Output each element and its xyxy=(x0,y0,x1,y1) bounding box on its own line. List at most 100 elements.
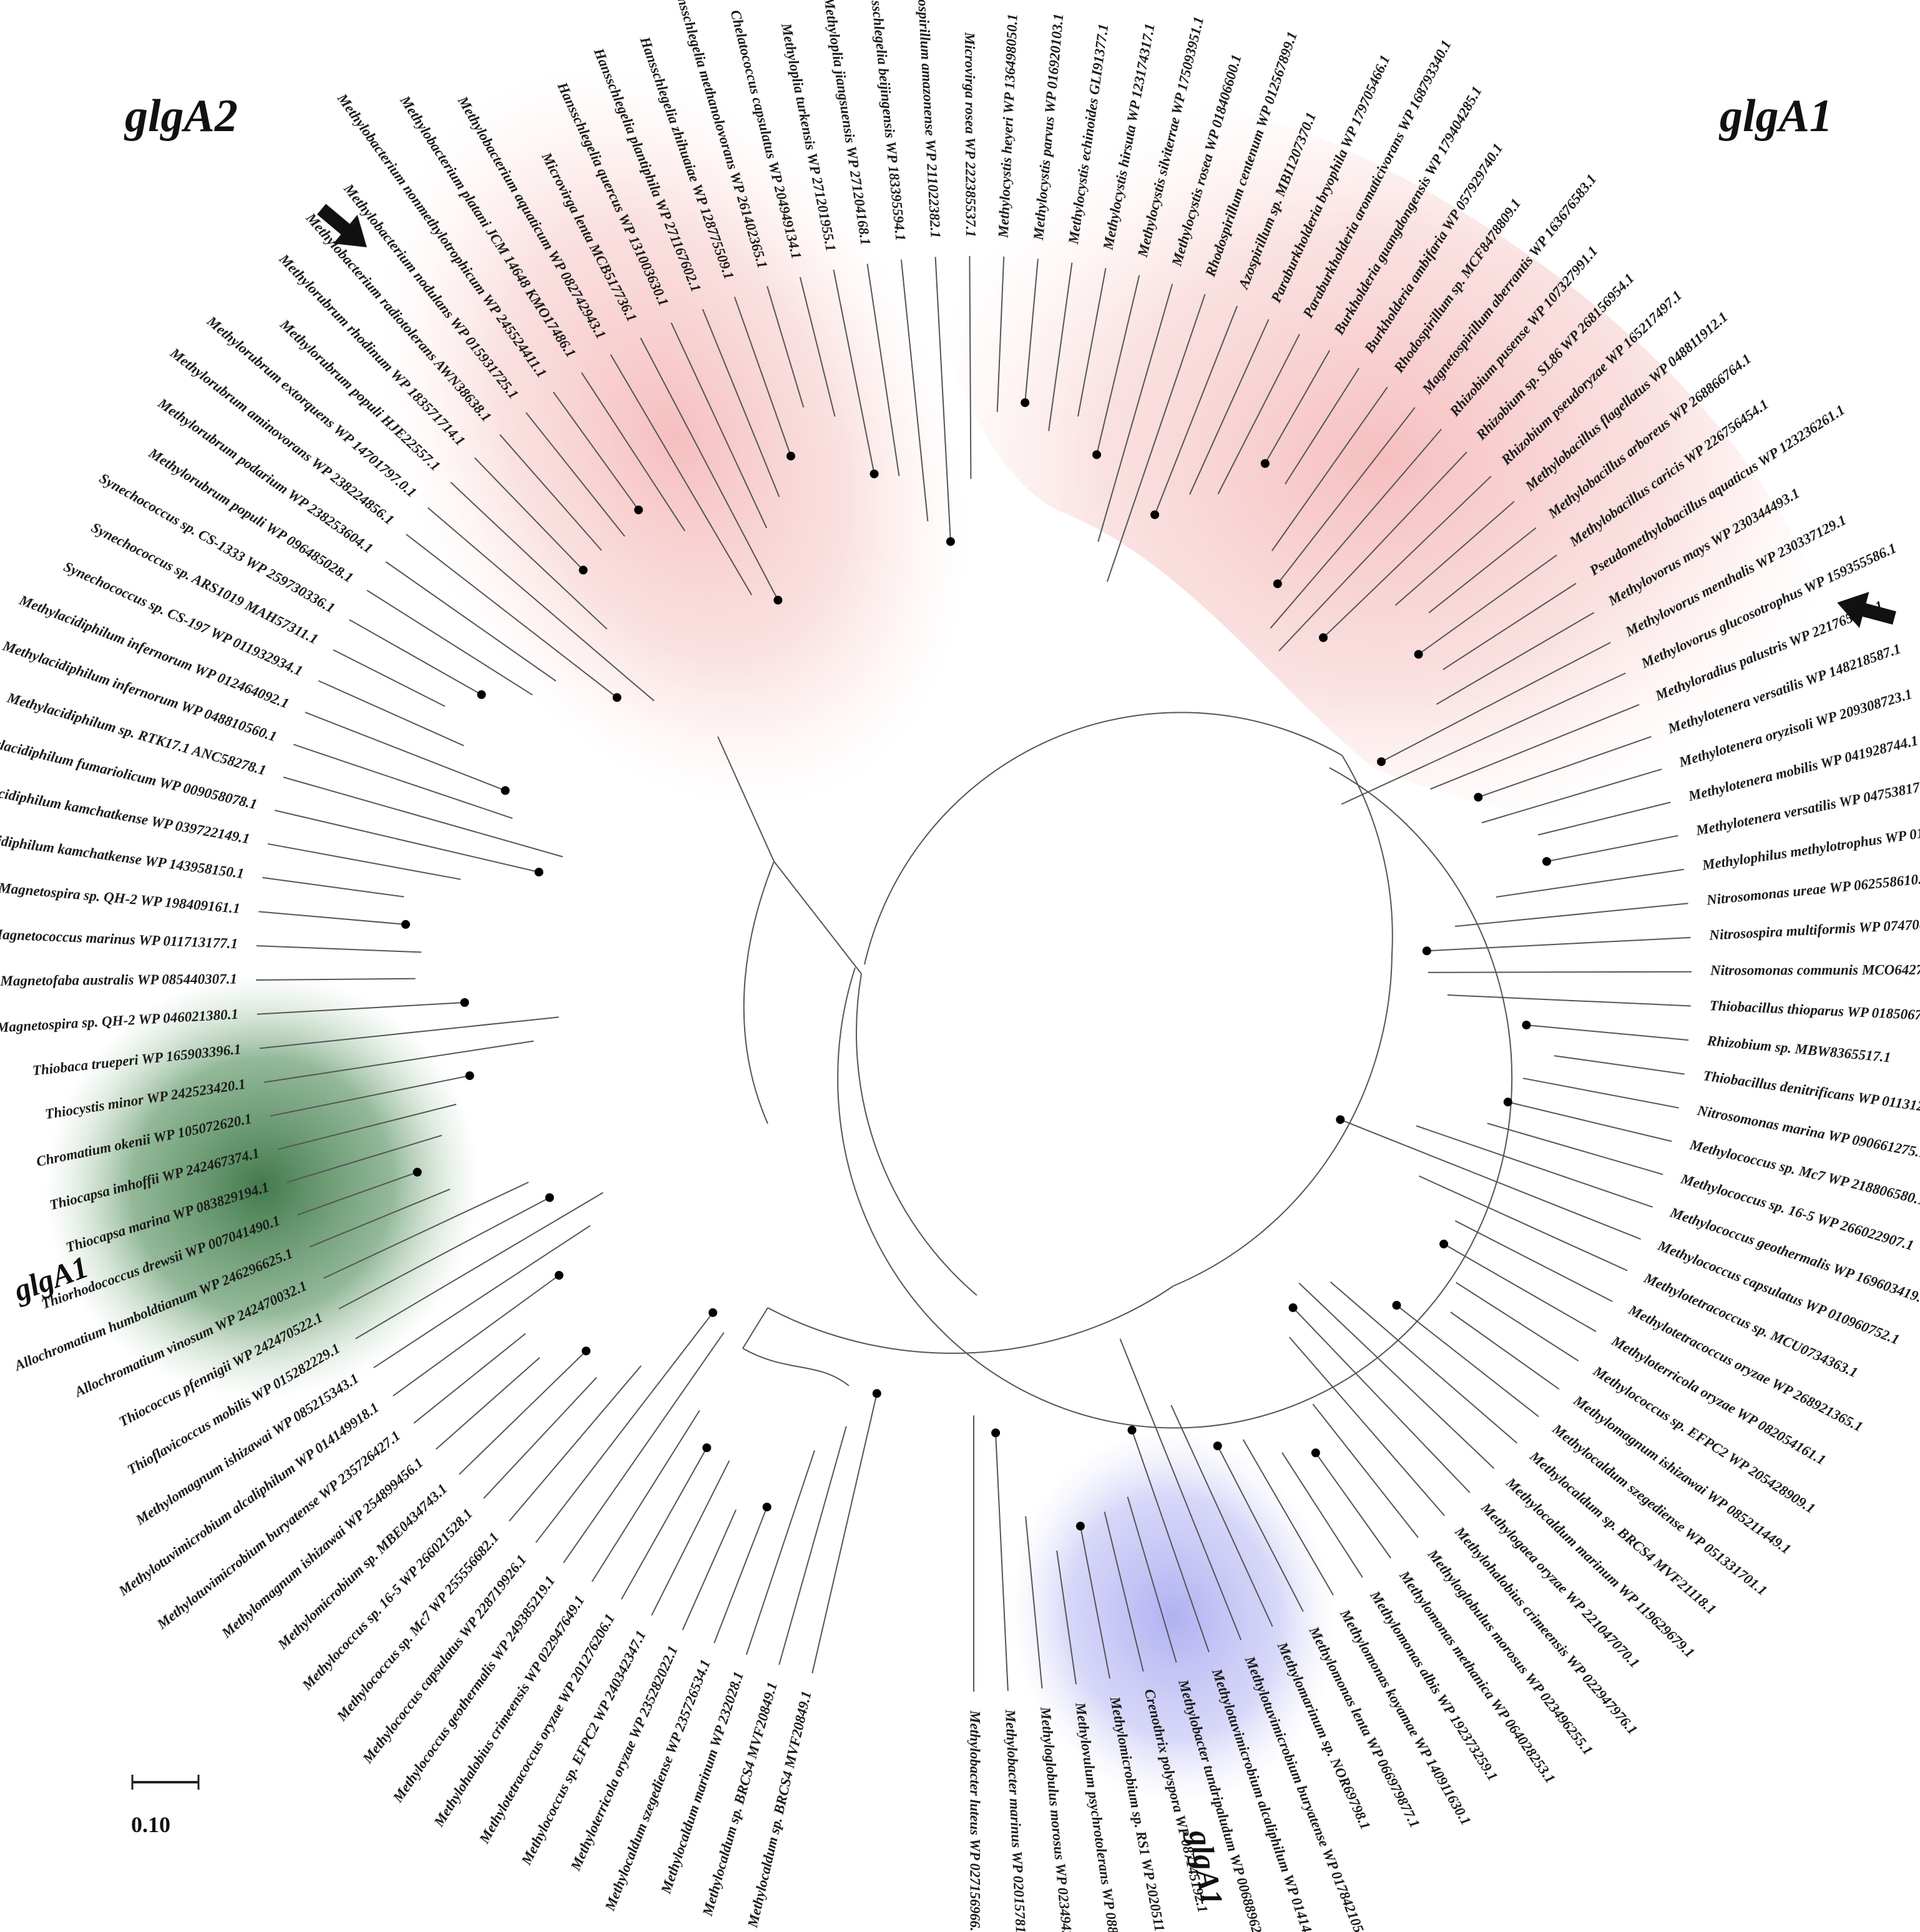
leaf-label: Nitrosomonas communis MCO6427979.1 xyxy=(1710,962,1920,978)
leaf-branch xyxy=(413,1333,526,1424)
leaf-label: Rhizobium sp. MBW8365517.1 xyxy=(1706,1032,1891,1065)
leaf-branch xyxy=(996,256,1005,413)
leaf-label: Magnetofaba australis WP 085440307.1 xyxy=(0,971,237,988)
support-node xyxy=(1311,1448,1320,1458)
leaf-branch xyxy=(1312,1403,1419,1538)
leaf-branch xyxy=(1454,903,1688,927)
leaf-branch xyxy=(1418,1175,1628,1272)
leaf-branch xyxy=(1077,268,1107,417)
leaf-branch xyxy=(713,1506,768,1644)
support-node xyxy=(579,566,588,575)
support-node xyxy=(460,998,469,1007)
support-node xyxy=(1522,1021,1531,1030)
leaf-branch xyxy=(333,649,446,707)
leaf-label: Methylobacter marinus WP 020157818.1 xyxy=(1002,1709,1029,1932)
leaf-branch xyxy=(1526,1024,1689,1041)
leaf-branch xyxy=(767,286,805,408)
leaf-branch xyxy=(297,1171,418,1216)
leaf-branch xyxy=(287,1134,443,1184)
leaf-branch xyxy=(1454,1220,1613,1302)
leaf-branch xyxy=(1522,1077,1679,1109)
leaf-branch xyxy=(459,1350,587,1475)
leaf-branch xyxy=(1428,971,1692,973)
support-node xyxy=(1288,1303,1298,1312)
support-node xyxy=(1474,793,1483,802)
leaf-branch xyxy=(349,619,482,695)
leaf-branch xyxy=(535,1312,713,1543)
leaf-branch xyxy=(1271,386,1388,552)
leaf-branch xyxy=(1288,1336,1445,1516)
leaf-branch xyxy=(934,257,951,542)
leaf-branch xyxy=(1079,1526,1110,1679)
leaf-branch xyxy=(1428,527,1537,614)
leaf-branch xyxy=(1278,451,1467,652)
leaf-branch xyxy=(562,1332,725,1564)
leaf-label: Methylobacter luteus WP 027156966.1 xyxy=(967,1710,983,1932)
leaf-label: Magnetococcus marinus WP 011713177.1 xyxy=(0,926,238,952)
leaf-branch xyxy=(274,810,539,873)
support-node xyxy=(534,868,544,877)
leaf-label: Nitrosospira multiformis WP 074708212.1 xyxy=(1708,915,1920,943)
leaf-label: Nitrosomonas ureae WP 062558610.1 xyxy=(1705,870,1920,908)
leaf-branch xyxy=(1341,672,1626,805)
leaf-branch xyxy=(1154,305,1238,515)
leaf-label: Methylacidiphilum sp. RTK17.1 ANC58278.1 xyxy=(5,690,268,778)
leaf-branch xyxy=(1264,350,1331,464)
leaf-branch xyxy=(580,372,686,532)
support-node xyxy=(1260,459,1270,468)
leaf-branch xyxy=(591,1410,700,1582)
leaf-branch xyxy=(1270,428,1442,629)
leaf-branch xyxy=(1436,612,1595,705)
leaf-branch xyxy=(257,1002,465,1015)
glgA2-title: glgA2 xyxy=(124,91,238,142)
leaf-branch xyxy=(1096,275,1140,455)
leaf-branch xyxy=(1127,1496,1177,1663)
leaf-branch xyxy=(651,1460,730,1616)
leaf-branch xyxy=(260,1016,559,1049)
leaf-label: Hansschlegelia beijingensis WP 183395594… xyxy=(866,0,908,242)
leaf-branch xyxy=(682,1509,737,1630)
leaf-branch xyxy=(310,1189,451,1248)
leaf-branch xyxy=(969,255,972,479)
leaf-branch xyxy=(1416,1125,1653,1208)
support-node xyxy=(702,1443,712,1453)
support-node xyxy=(872,1389,881,1398)
support-node xyxy=(1075,1521,1085,1531)
support-node xyxy=(1392,1301,1401,1310)
highlight-glgA1-blue-region xyxy=(1010,1430,1337,1803)
support-node xyxy=(1422,946,1431,956)
leaf-branch xyxy=(483,1376,597,1499)
leaf-branch xyxy=(1487,1122,1663,1175)
leaf-branch xyxy=(355,1192,604,1340)
leaf-branch xyxy=(1119,1338,1242,1640)
support-node xyxy=(1127,1426,1137,1434)
leaf-branch xyxy=(1104,1511,1144,1672)
support-node xyxy=(946,537,955,546)
leaf-branch xyxy=(255,978,416,981)
leaf-branch xyxy=(866,263,900,476)
support-node xyxy=(869,469,879,479)
support-node xyxy=(1273,579,1282,589)
leaf-branch xyxy=(1048,262,1073,431)
highlight-glgA2-region xyxy=(381,68,967,806)
support-node xyxy=(762,1503,771,1512)
support-node xyxy=(1542,857,1551,866)
leaf-branch xyxy=(1447,994,1691,1007)
leaf-branch xyxy=(1217,1445,1304,1612)
leaf-label: Methylotuvimicrobium alcaliphilum WP 014… xyxy=(115,1400,382,1599)
support-node xyxy=(1377,757,1386,767)
leaf-branch xyxy=(733,297,791,456)
support-node xyxy=(1092,450,1101,459)
leaf-branch xyxy=(1217,333,1300,494)
leaf-branch xyxy=(1442,582,1577,670)
leaf-branch xyxy=(1537,802,1671,836)
leaf-branch xyxy=(1056,1550,1077,1685)
leaf-branch xyxy=(1106,293,1206,582)
leaf-branch xyxy=(283,777,563,858)
leaf-branch xyxy=(450,481,607,630)
scale-bar-label: 0.10 xyxy=(131,1812,170,1837)
leaf-branch xyxy=(1507,1101,1672,1142)
leaf-branch xyxy=(620,1447,708,1600)
leaf-branch xyxy=(1170,1405,1273,1627)
